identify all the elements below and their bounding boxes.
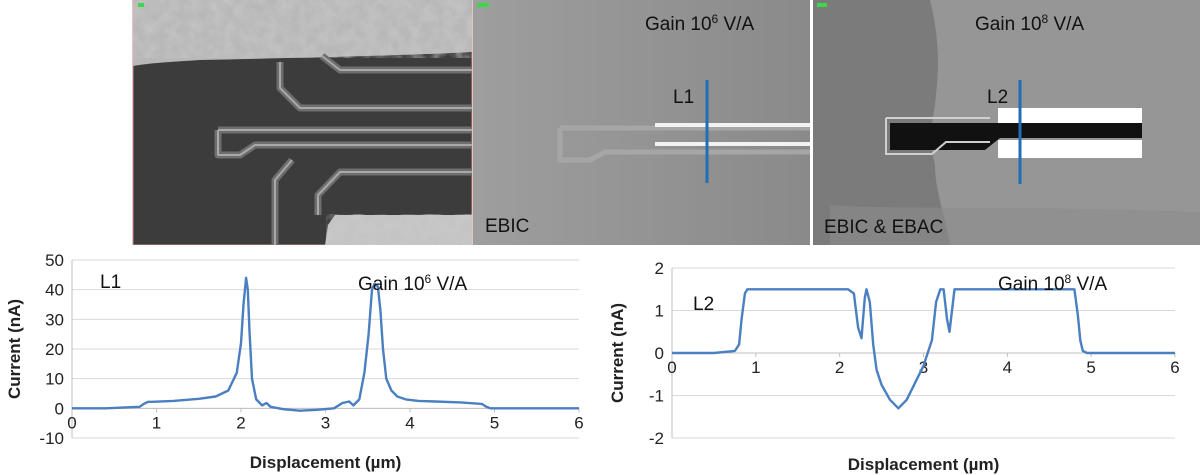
ebac-image-panel: Gain 108 V/A L2 EBIC & EBAC [813, 0, 1200, 245]
x-tick-label: 5 [490, 413, 499, 432]
x-tick-label: 1 [751, 358, 760, 377]
x-tick-label: 3 [321, 413, 330, 432]
x-tick-label: 4 [1003, 358, 1012, 377]
y-tick-label: 50 [45, 251, 64, 270]
panel3-mode-label: EBIC & EBAC [824, 217, 943, 238]
x-tick-label: 2 [835, 358, 844, 377]
y-axis-title: Current (nA) [608, 303, 627, 403]
gain-label: Gain 106 V/A [358, 272, 467, 295]
data-series-line [72, 276, 579, 412]
y-tick-label: 0 [655, 344, 664, 363]
gain-label: Gain 108 V/A [998, 272, 1107, 295]
y-tick-label: -10 [39, 429, 64, 448]
y-tick-label: -1 [649, 387, 664, 406]
y-axis-title: Current (nA) [5, 299, 24, 399]
x-tick-label: 6 [1170, 358, 1179, 377]
sem-image-panel [132, 0, 473, 245]
x-tick-label: 0 [667, 358, 676, 377]
line-annotation-label: L1 [100, 272, 121, 293]
line-annotation-label: L2 [693, 294, 714, 315]
x-tick-label: 5 [1086, 358, 1095, 377]
x-axis-title: Displacement (µm) [848, 455, 1000, 474]
panel2-line-label: L1 [673, 87, 694, 108]
x-axis-title: Displacement (µm) [250, 453, 402, 472]
panel3-line-label: L2 [987, 87, 1008, 108]
y-tick-label: 20 [45, 340, 64, 359]
panel2-mode-label: EBIC [485, 216, 529, 237]
x-tick-label: 2 [236, 413, 245, 432]
x-tick-label: 6 [574, 413, 583, 432]
y-tick-label: 10 [45, 370, 64, 389]
x-tick-label: 4 [405, 413, 414, 432]
data-series-line [672, 288, 1175, 410]
y-tick-label: 0 [55, 399, 64, 418]
x-tick-label: 0 [67, 413, 76, 432]
panel2-gain-label: Gain 106 V/A [645, 12, 754, 35]
y-tick-label: -2 [649, 429, 664, 448]
y-tick-label: 2 [655, 259, 664, 278]
panel3-gain-label: Gain 108 V/A [975, 12, 1084, 35]
ebic-image-panel: Gain 106 V/A L1 EBIC [473, 0, 810, 245]
y-tick-label: 1 [655, 302, 664, 321]
micrograph-strip: Gain 106 V/A L1 EBIC Gain 108 V/A L2 EBI… [132, 0, 1200, 245]
x-tick-label: 1 [152, 413, 161, 432]
y-tick-label: 40 [45, 281, 64, 300]
y-tick-label: 30 [45, 310, 64, 329]
